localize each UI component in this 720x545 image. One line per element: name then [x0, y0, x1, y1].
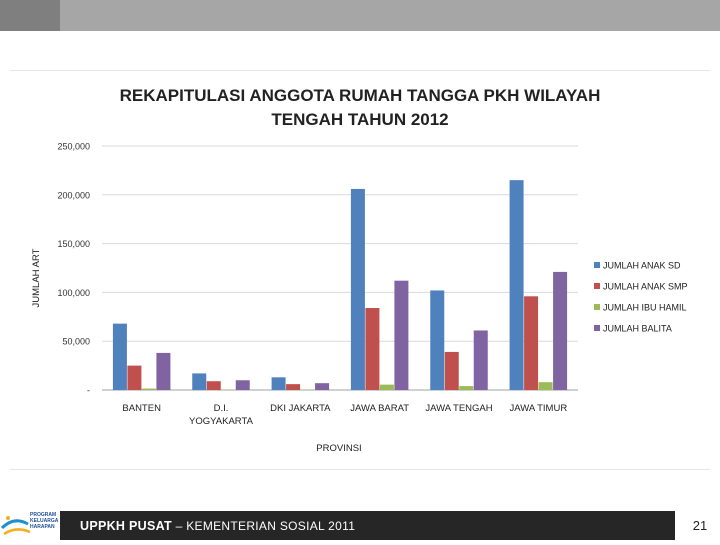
legend-label: JUMLAH BALITA	[603, 324, 672, 334]
bar	[156, 353, 170, 390]
bar	[207, 381, 221, 390]
footer-rest: – KEMENTERIAN SOSIAL 2011	[172, 519, 355, 533]
bar	[524, 296, 538, 390]
x-tick-label: BANTEN	[122, 403, 161, 414]
bar	[430, 290, 444, 390]
bar	[192, 373, 206, 390]
bar	[380, 385, 394, 390]
bar	[474, 330, 488, 390]
legend-swatch	[594, 325, 600, 331]
y-tick-label: 50,000	[62, 337, 90, 347]
y-tick-label: 200,000	[57, 190, 90, 200]
bar	[459, 386, 473, 390]
y-tick-label: -	[87, 386, 90, 396]
x-tick-label: JAWA TIMUR	[509, 403, 567, 414]
footer-bar: UPPKH PUSAT – KEMENTERIAN SOSIAL 2011	[60, 511, 675, 540]
y-tick-label: 150,000	[57, 239, 90, 249]
x-tick-label: DKI JAKARTA	[270, 403, 331, 414]
bar-chart: - 50,000 100,000 150,000 200,000 250,000 JUMLA…	[0, 0, 720, 500]
legend-swatch	[594, 304, 600, 310]
bar	[553, 272, 567, 390]
legend-swatch	[594, 262, 600, 268]
x-tick-label: D.I.	[214, 403, 229, 414]
x-tick-label: JAWA TENGAH	[425, 403, 492, 414]
bar	[236, 380, 250, 390]
bar	[539, 382, 553, 390]
bar	[272, 377, 286, 390]
footer-text: UPPKH PUSAT – KEMENTERIAN SOSIAL 2011	[80, 519, 355, 533]
bar	[365, 308, 379, 390]
bar	[315, 383, 329, 390]
y-tick-label: 250,000	[57, 142, 90, 152]
legend-label: JUMLAH ANAK SD	[603, 261, 681, 271]
bar	[286, 384, 300, 390]
bar	[351, 189, 365, 390]
x-axis-label: PROVINSI	[316, 443, 361, 454]
bar	[445, 352, 459, 390]
footer-lead: UPPKH PUSAT	[80, 519, 172, 533]
logo-line-3: HARAPAN	[30, 524, 60, 530]
bar	[113, 324, 127, 390]
bar	[510, 180, 524, 390]
bar	[142, 389, 156, 390]
page-number: 21	[680, 513, 720, 538]
x-tick-label: JAWA BARAT	[350, 403, 409, 414]
legend-swatch	[594, 283, 600, 289]
bar	[394, 281, 408, 390]
legend-label: JUMLAH IBU HAMIL	[603, 303, 687, 313]
y-tick-label: 100,000	[57, 288, 90, 298]
logo-text: PROGRAM KELUARGA HARAPAN	[30, 512, 60, 530]
y-axis-label: JUMLAH ART	[31, 248, 42, 307]
bar	[127, 366, 141, 390]
x-tick-label: YOGYAKARTA	[189, 416, 254, 427]
legend-label: JUMLAH ANAK SMP	[603, 282, 688, 292]
